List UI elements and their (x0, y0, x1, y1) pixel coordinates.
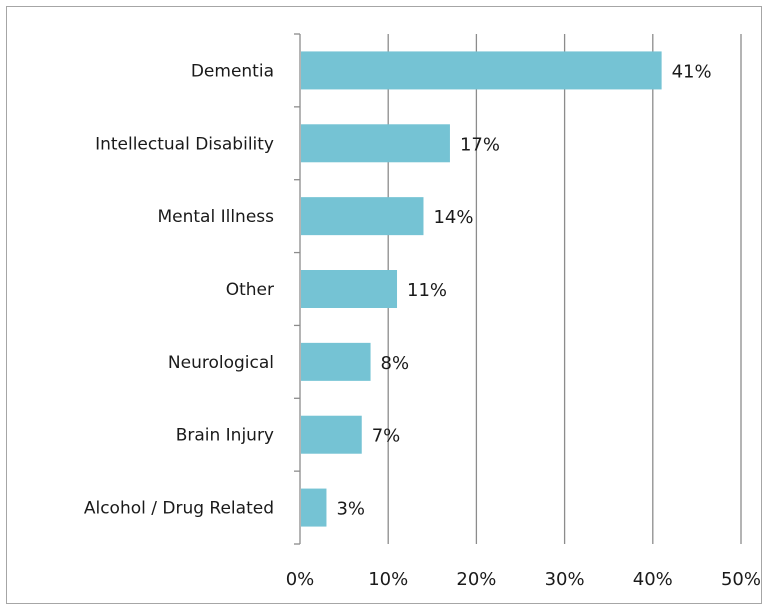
x-tick-label: 50% (721, 569, 761, 590)
category-label: Alcohol / Drug Related (84, 499, 274, 519)
x-tick-labels: 0% 10% 20% 30% 40% 50% (286, 569, 761, 590)
x-tick-label: 30% (545, 569, 585, 590)
y-axis (294, 33, 301, 545)
data-label: 17% (460, 134, 500, 155)
bar (301, 415, 362, 454)
bars (301, 51, 662, 527)
category-label: Mental Illness (157, 207, 274, 227)
bar (301, 270, 398, 308)
bar (301, 342, 371, 381)
bar (301, 488, 327, 527)
data-label: 11% (407, 280, 447, 301)
gridlines (387, 34, 742, 544)
bar (301, 124, 450, 163)
data-label: 41% (672, 61, 712, 82)
category-label: Other (226, 280, 274, 300)
bar (301, 51, 662, 90)
x-tick-label: 20% (456, 569, 496, 590)
category-label: Intellectual Disability (95, 134, 274, 154)
data-label: 14% (433, 207, 473, 228)
category-labels: Dementia Intellectual Disability Mental Il… (84, 61, 274, 518)
data-label: 7% (372, 426, 401, 447)
category-label: Neurological (168, 353, 274, 373)
data-label: 3% (336, 499, 365, 520)
x-tick-label: 0% (286, 569, 315, 590)
x-tick-label: 10% (368, 569, 408, 590)
data-label: 8% (381, 353, 410, 374)
data-labels: 41% 17% 14% 11% 8% 7% 3% (336, 61, 711, 519)
category-label: Dementia (191, 61, 274, 81)
category-label: Brain Injury (176, 426, 274, 446)
bar (301, 197, 424, 236)
x-tick-label: 40% (633, 569, 673, 590)
